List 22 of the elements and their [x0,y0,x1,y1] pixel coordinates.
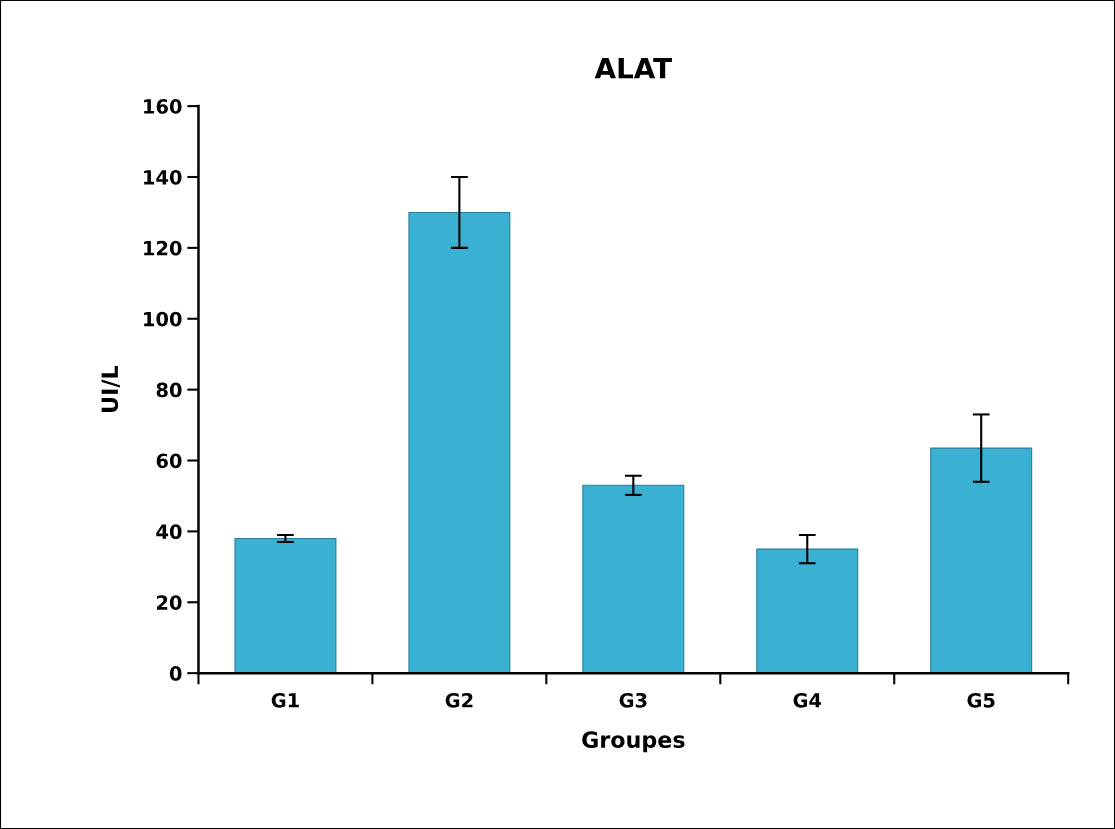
chart-title: ALAT [594,58,672,79]
y-tick-label: 140 [144,169,182,185]
bar [930,447,1033,674]
y-tick-label: 60 [156,453,182,469]
bar [756,548,859,674]
bar [234,537,337,674]
x-tick-label: G4 [793,692,822,708]
y-tick-label: 160 [144,99,182,114]
x-tick-label: G1 [271,692,299,708]
y-tick-label: 0 [169,666,182,681]
x-tick-label: G3 [619,692,647,708]
y-tick-label: 80 [156,382,182,398]
bar [408,211,511,674]
y-axis-title: UI/L [101,365,120,412]
x-tick-label: G2 [445,692,473,708]
y-tick-label: 20 [156,595,182,610]
bar [582,484,685,674]
y-tick-label: 40 [156,524,182,540]
x-tick-label: G5 [967,692,995,708]
y-tick-label: 120 [144,240,182,256]
x-axis-title: Groupes [582,731,685,753]
y-tick-label: 100 [144,311,182,327]
